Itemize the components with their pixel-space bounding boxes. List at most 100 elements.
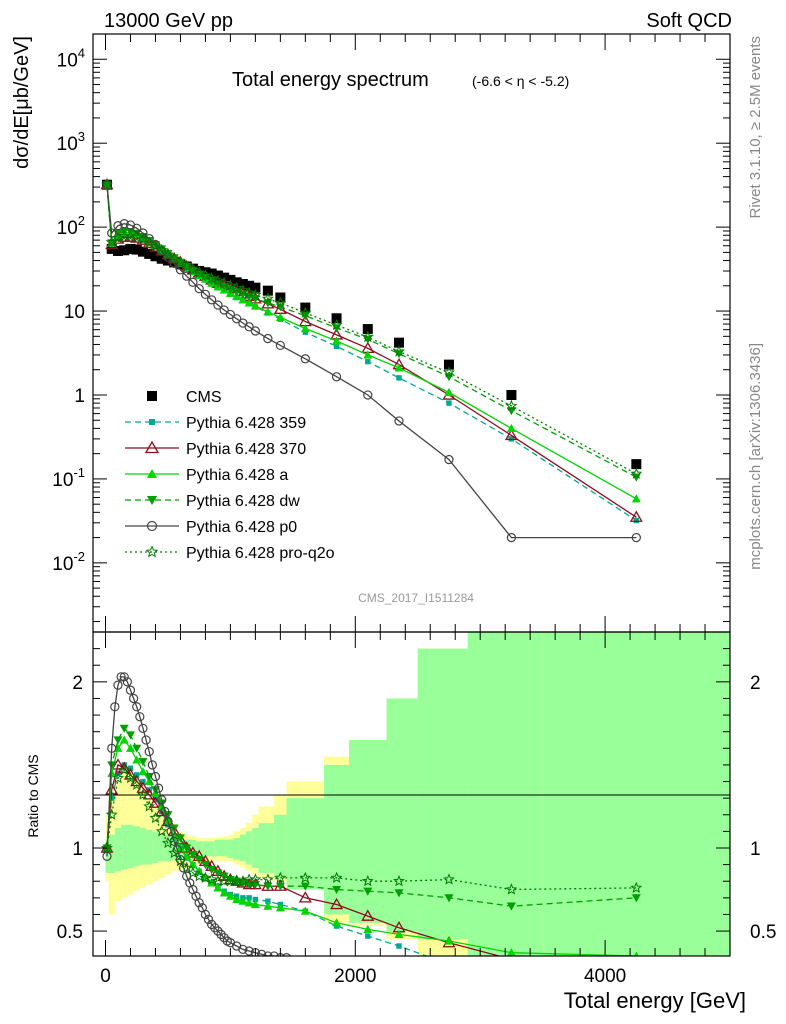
- ratio-point: [180, 861, 193, 873]
- top-point: [144, 233, 154, 244]
- top-point: [180, 260, 193, 272]
- top-point: [394, 363, 404, 372]
- top-point: [101, 178, 113, 190]
- band-1: [105, 632, 730, 956]
- ratio-point: [200, 909, 211, 920]
- ratio-point: [393, 875, 405, 887]
- top-point: [150, 251, 161, 262]
- top-point: [186, 263, 199, 275]
- top-point: [250, 326, 261, 336]
- legend-label: Pythia 6.428 a: [186, 467, 288, 484]
- y-tick-label: 103: [57, 129, 85, 155]
- top-point: [629, 510, 643, 522]
- top-point: [275, 340, 286, 351]
- top-point: [250, 301, 260, 310]
- ratio-point: [263, 882, 273, 891]
- ratio-point: [300, 906, 310, 915]
- ratio-point: [207, 866, 217, 875]
- ratio-bands: [105, 632, 730, 956]
- top-point: [300, 323, 310, 333]
- ratio-point: [238, 944, 248, 955]
- top-point: [168, 252, 181, 264]
- ratio-point: [274, 871, 287, 883]
- bottom-frame: [92, 631, 731, 957]
- ratio-point: [118, 763, 131, 775]
- ratio-point: [150, 771, 161, 782]
- ratio-point: [149, 811, 162, 824]
- top-point: [443, 359, 454, 370]
- top-point: [394, 337, 405, 348]
- ratio-point: [135, 712, 145, 722]
- top-point: [331, 372, 342, 382]
- top-point: [188, 277, 198, 287]
- ratio-point: [330, 897, 344, 910]
- top-point: [200, 267, 211, 278]
- ratio-point: [157, 795, 167, 805]
- ratio-point: [122, 677, 132, 687]
- side-label-top: Rivet 3.1.10, ≥ 2.5M events: [747, 36, 764, 219]
- top-point: [112, 245, 123, 256]
- ratio-point: [194, 856, 204, 865]
- x-tick-label: 4000: [584, 966, 626, 987]
- ratio-point: [361, 875, 374, 887]
- chart-subtitle: (-6.6 < η < -5.2): [472, 73, 569, 89]
- band-bin: [239, 834, 247, 862]
- ratio-point: [125, 685, 136, 695]
- top-point: [244, 322, 254, 332]
- top-point: [506, 389, 517, 400]
- ratio-point: [507, 948, 516, 956]
- top-point: [149, 240, 162, 252]
- top-point: [631, 494, 641, 503]
- ratio-point: [225, 891, 235, 900]
- legend-label: Pythia 6.428 p0: [186, 519, 297, 536]
- ratio-point: [363, 924, 373, 934]
- ratio-point: [200, 861, 210, 870]
- y-tick-label: 104: [57, 45, 85, 71]
- top-point: [505, 399, 518, 412]
- ratio-point: [153, 783, 164, 793]
- legend-marker: [146, 520, 158, 532]
- watermark-label: CMS_2017_I1511284: [358, 591, 474, 605]
- ratio-point: [119, 735, 129, 744]
- ratio-point: [256, 949, 267, 956]
- top-point: [300, 354, 310, 364]
- ratio-point: [330, 871, 343, 883]
- band-bin: [139, 828, 147, 865]
- top-series-5: [102, 180, 641, 543]
- ratio-point: [269, 951, 279, 956]
- top-point: [333, 343, 340, 350]
- ratio-point: [155, 825, 168, 837]
- ratio-point: [332, 885, 342, 895]
- ratio-point: [132, 744, 142, 753]
- top-point: [631, 532, 641, 543]
- band-bin: [164, 834, 172, 862]
- ratio-point: [265, 898, 271, 904]
- top-point: [444, 388, 454, 397]
- ratio-point: [298, 891, 312, 903]
- top-point: [361, 330, 374, 343]
- ratio-series-line: [106, 768, 637, 891]
- band-bin: [227, 839, 234, 858]
- band-bin: [233, 838, 240, 860]
- ratio-point: [144, 746, 154, 757]
- legend: CMS Pythia 6.428 359 Pythia 6.428 370 Pythi…: [125, 389, 335, 562]
- ratio-point: [394, 929, 404, 938]
- ratio-point: [444, 936, 454, 945]
- y-tick-label: 1: [74, 386, 85, 407]
- ratio-point: [152, 797, 159, 803]
- top-point: [444, 454, 454, 465]
- top-point: [124, 229, 137, 242]
- top-point: [243, 286, 256, 298]
- ratio-point: [175, 834, 185, 843]
- ratio-point: [138, 723, 148, 734]
- ratio-point: [110, 702, 120, 712]
- legend-marker: [144, 440, 160, 454]
- top-point: [199, 269, 212, 281]
- ratio-point: [250, 899, 260, 909]
- x-tick-label: 0: [100, 966, 111, 987]
- ratio-series-5: [101, 763, 643, 895]
- ratio-point: [193, 870, 206, 882]
- band-bin: [152, 831, 159, 863]
- ratio-point: [506, 902, 516, 911]
- legend-label: Pythia 6.428 dw: [186, 493, 300, 510]
